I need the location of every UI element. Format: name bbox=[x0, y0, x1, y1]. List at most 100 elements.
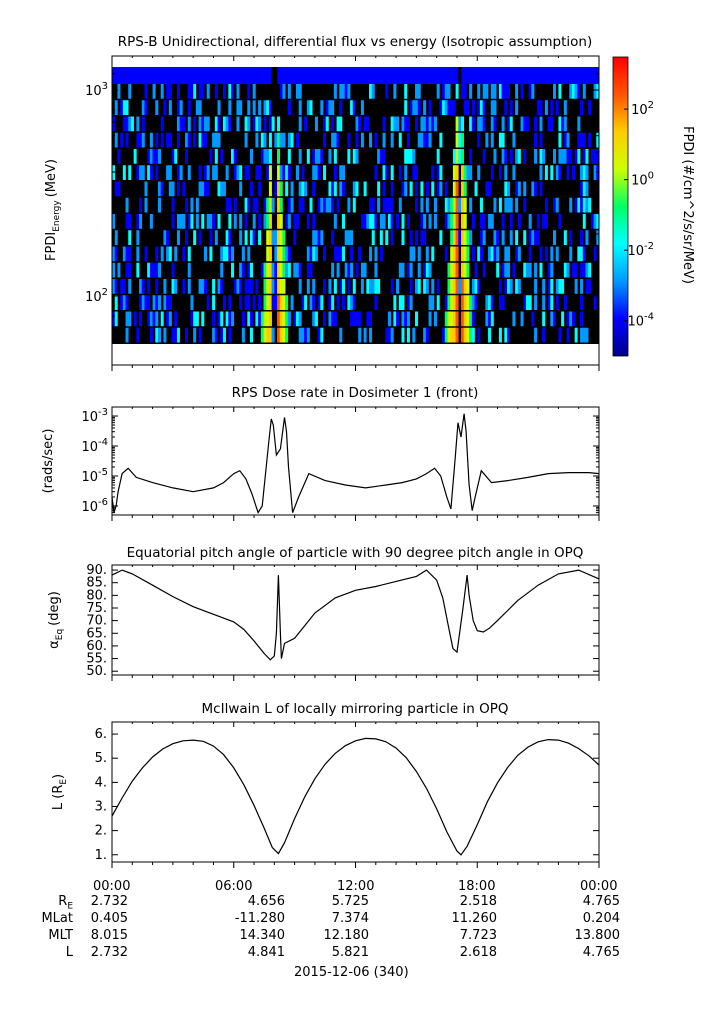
spectrogram-cell bbox=[249, 311, 253, 327]
spectrogram-cell bbox=[333, 311, 337, 327]
spectrogram-cell bbox=[517, 246, 521, 262]
spectrogram-cell bbox=[198, 230, 202, 245]
spectrogram-cell bbox=[482, 230, 486, 245]
spectrogram-cell bbox=[290, 197, 294, 213]
spectrogram-cell bbox=[379, 149, 383, 164]
spectrogram-cell bbox=[363, 116, 367, 132]
spectrogram-cell bbox=[450, 327, 454, 343]
spectrogram-cell bbox=[504, 84, 508, 99]
spectrogram-top-band bbox=[112, 67, 599, 84]
spectrogram-cell bbox=[317, 197, 321, 213]
spectrogram-cell bbox=[298, 279, 302, 294]
spectrogram-cell bbox=[139, 311, 143, 327]
spectrogram-cell bbox=[450, 262, 454, 278]
spectrogram-cell bbox=[417, 84, 421, 99]
spectrogram-cell bbox=[393, 84, 397, 99]
spectrogram-cell bbox=[239, 181, 243, 197]
spectrogram-cell bbox=[209, 246, 213, 262]
spectrogram-cell bbox=[431, 246, 435, 262]
pitch-angle-title: Equatorial pitch angle of particle with … bbox=[127, 545, 584, 561]
spectrogram-cell bbox=[355, 132, 359, 148]
spectrogram-cell bbox=[203, 116, 207, 132]
spectrogram-cell bbox=[580, 181, 584, 197]
spectrogram-cell bbox=[539, 262, 543, 278]
spectrogram-cell bbox=[176, 132, 180, 148]
spectrogram-cell bbox=[249, 230, 253, 245]
spectrogram-cell bbox=[444, 84, 448, 99]
spectrogram-cell bbox=[455, 181, 459, 197]
spectrogram-cell bbox=[260, 327, 264, 343]
spectrogram-cell bbox=[447, 327, 451, 343]
spectrogram-cell bbox=[182, 279, 186, 294]
spectrogram-cell bbox=[512, 132, 516, 148]
spectrogram-cell bbox=[433, 197, 437, 213]
spectrogram-cell bbox=[509, 214, 513, 229]
spectrogram-cell bbox=[417, 132, 421, 148]
spectrogram-cell bbox=[501, 214, 505, 229]
spectrogram-cell bbox=[461, 327, 465, 343]
y-tick-label: 70. bbox=[86, 614, 107, 629]
spectrogram-cell bbox=[160, 116, 164, 132]
spectrogram-cell bbox=[390, 165, 394, 180]
spectrogram-cell bbox=[563, 132, 567, 148]
spectrogram-cell bbox=[185, 149, 189, 164]
spectrogram-cell bbox=[523, 149, 527, 164]
spectrogram-cell bbox=[423, 214, 427, 229]
spectrogram-cell bbox=[463, 100, 467, 115]
spectrogram-cell bbox=[471, 279, 475, 294]
spectrogram-cell bbox=[423, 327, 427, 343]
spectrogram-cell bbox=[574, 197, 578, 213]
spectrogram-cell bbox=[236, 279, 240, 294]
spectrogram-cell bbox=[482, 116, 486, 132]
spectrogram-cell bbox=[114, 246, 118, 262]
spectrogram-cell bbox=[420, 214, 424, 229]
spectrogram-cell bbox=[222, 295, 226, 310]
spectrogram-cell bbox=[268, 132, 272, 148]
spectrogram-cell bbox=[344, 262, 348, 278]
spectrogram-cell bbox=[463, 214, 467, 229]
spectrogram-cell bbox=[360, 279, 364, 294]
spectrogram-cell bbox=[155, 279, 159, 294]
spectrogram-cell bbox=[247, 84, 251, 99]
spectrogram-cell bbox=[452, 181, 456, 197]
spectrogram-cell bbox=[266, 214, 270, 229]
spectrogram-cell bbox=[566, 311, 570, 327]
spectrogram-cell bbox=[577, 116, 581, 132]
spectrogram-cell bbox=[331, 132, 335, 148]
spectrogram-cell bbox=[490, 132, 494, 148]
spectrogram-cell bbox=[415, 230, 419, 245]
spectrogram-cell bbox=[263, 279, 267, 294]
spectrogram-cell bbox=[328, 100, 332, 115]
spectrogram-cell bbox=[193, 327, 197, 343]
spectrogram-cell bbox=[260, 262, 264, 278]
spectrogram-cell bbox=[295, 132, 299, 148]
spectrogram-cell bbox=[569, 246, 573, 262]
spectrogram-cell bbox=[306, 100, 310, 115]
spectrogram-cell bbox=[285, 246, 289, 262]
spectrogram-cell bbox=[563, 295, 567, 310]
spectrogram-cell bbox=[160, 181, 164, 197]
spectrogram-cell bbox=[417, 279, 421, 294]
spectrogram-cell bbox=[198, 132, 202, 148]
spectrogram-cell bbox=[585, 230, 589, 245]
spectrogram-cell bbox=[466, 311, 470, 327]
spectrogram-cell bbox=[339, 116, 343, 132]
spectrogram-cell bbox=[544, 100, 548, 115]
spectrogram-cell bbox=[582, 262, 586, 278]
spectrogram-cell bbox=[144, 84, 148, 99]
spectrogram-cell bbox=[130, 116, 134, 132]
spectrogram-cell bbox=[287, 197, 291, 213]
spectrogram-cell bbox=[585, 327, 589, 343]
spectrogram-cell bbox=[525, 295, 529, 310]
spectrogram-cell bbox=[585, 279, 589, 294]
spectrogram-cell bbox=[341, 214, 345, 229]
spectrogram-cell bbox=[461, 262, 465, 278]
mcilwain-l-title: McIlwain L of locally mirroring particle… bbox=[202, 701, 509, 717]
spectrogram-cell bbox=[531, 311, 535, 327]
spectrogram-cell bbox=[112, 279, 116, 294]
spectrogram-cell bbox=[396, 116, 400, 132]
spectrogram-cell bbox=[469, 84, 473, 99]
spectrogram-cell bbox=[347, 295, 351, 310]
spectrogram-cell bbox=[580, 279, 584, 294]
spectrogram-cell bbox=[461, 132, 465, 148]
